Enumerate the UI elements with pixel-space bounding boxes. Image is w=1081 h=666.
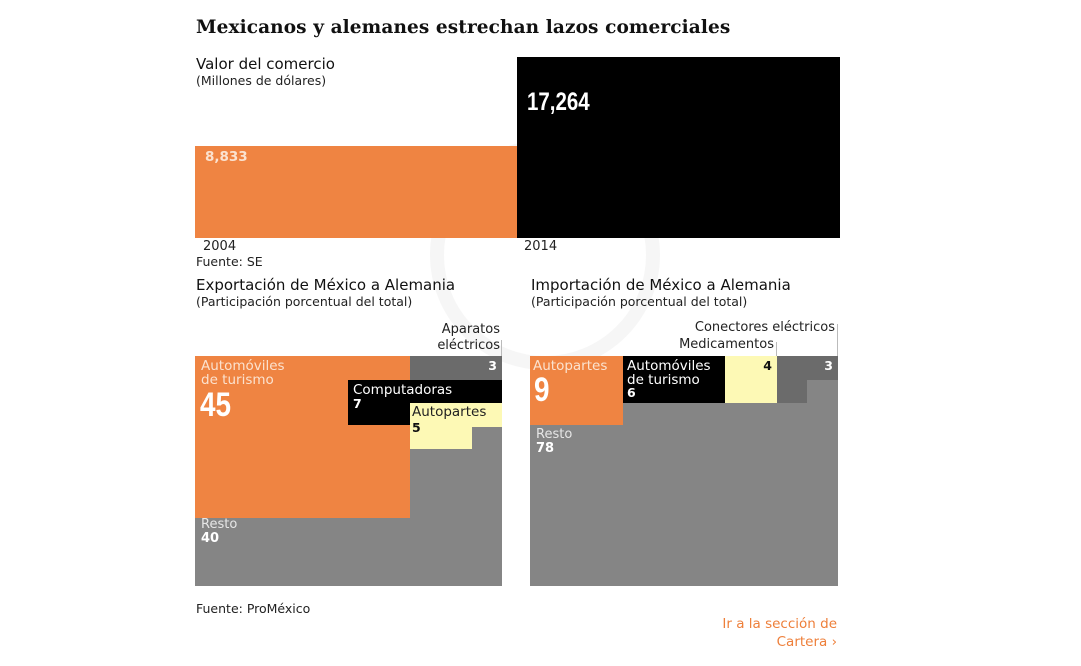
segment-autopartes-exports-lower: 5 xyxy=(410,421,472,449)
medicamentos-value: 4 xyxy=(763,358,772,373)
link-line1: Ir a la sección de xyxy=(722,616,837,632)
link-line2: Cartera xyxy=(776,633,828,650)
imports-units: (Participación porcentual del total) xyxy=(531,294,748,309)
computadoras-value: 7 xyxy=(353,396,362,411)
segment-medicamentos: 4 xyxy=(725,356,777,403)
aparatos-value: 3 xyxy=(488,358,497,373)
computadoras-name: Computadoras xyxy=(353,382,453,398)
conectores-leader-line xyxy=(837,324,838,356)
infographic-title: Mexicanos y alemanes estrechan lazos com… xyxy=(196,17,731,38)
exports-imports-source: Fuente: ProMéxico xyxy=(196,601,311,616)
resto-exports-name: Resto xyxy=(201,517,238,532)
aparatos-electricos-label: Aparatos eléctricos xyxy=(400,322,500,353)
chevron-right-icon: › xyxy=(831,633,837,650)
automoviles-imports-line2: de turismo xyxy=(627,372,700,389)
trade-value-source: Fuente: SE xyxy=(196,254,263,269)
automoviles-imports-value: 6 xyxy=(627,385,636,400)
automoviles-exports-name: Automóviles de turismo xyxy=(201,358,285,389)
resto-exports-value: 40 xyxy=(201,530,220,546)
bar-2004-value: 8,833 xyxy=(205,149,248,165)
bar-2014-value: 17,264 xyxy=(527,88,590,116)
resto-imports-name: Resto xyxy=(536,427,573,442)
medicamentos-label: Medicamentos xyxy=(679,337,774,352)
aparatos-line2: eléctricos xyxy=(437,337,500,353)
segment-automoviles-imports: Automóviles de turismo 6 xyxy=(623,356,725,403)
year-label-2004: 2004 xyxy=(203,239,237,254)
autopartes-exports-value: 5 xyxy=(412,420,421,435)
medicamentos-leader-line xyxy=(776,342,777,356)
automoviles-imports-line1: Automóviles xyxy=(627,358,711,374)
year-label-2014: 2014 xyxy=(524,239,558,254)
resto-imports-label: Resto 78 xyxy=(536,428,572,455)
conectores-label: Conectores eléctricos xyxy=(694,320,835,335)
segment-autopartes-imports: Autopartes 9 xyxy=(530,356,623,425)
exports-heading: Exportación de México a Alemania xyxy=(196,276,456,294)
autopartes-imports-value: 9 xyxy=(534,371,550,409)
autopartes-exports-name: Autopartes xyxy=(412,404,487,420)
aparatos-leader-line xyxy=(501,340,502,356)
segment-conectores-electricos-lower xyxy=(777,380,807,403)
exports-treemap: Resto 40 3 Automóviles de turismo 45 Com… xyxy=(195,356,502,586)
resto-imports-value: 78 xyxy=(536,440,555,456)
segment-conectores-electricos: 3 xyxy=(777,356,838,380)
automoviles-line1: Automóviles xyxy=(201,358,285,374)
segment-autopartes-exports: Autopartes xyxy=(410,403,502,427)
automoviles-line2: de turismo xyxy=(201,372,274,389)
imports-heading: Importación de México a Alemania xyxy=(531,276,791,294)
cartera-section-link[interactable]: Ir a la sección de Cartera › xyxy=(640,616,837,651)
trade-value-units: (Millones de dólares) xyxy=(196,73,327,88)
trade-value-heading: Valor del comercio xyxy=(196,55,335,73)
aparatos-line1: Aparatos xyxy=(441,322,500,337)
segment-aparatos-electricos: 3 xyxy=(410,356,502,380)
autopartes-imports-name: Autopartes xyxy=(533,358,608,374)
bar-2004: 8,833 xyxy=(195,146,517,238)
conectores-value: 3 xyxy=(824,358,833,373)
imports-treemap: Resto 78 Autopartes 9 Automóviles de tur… xyxy=(530,356,838,586)
automoviles-imports-name: Automóviles de turismo xyxy=(627,358,711,389)
exports-units: (Participación porcentual del total) xyxy=(196,294,413,309)
automoviles-exports-value: 45 xyxy=(200,386,232,424)
bar-2014: 17,264 xyxy=(517,57,840,238)
resto-exports-label: Resto 40 xyxy=(201,518,237,545)
